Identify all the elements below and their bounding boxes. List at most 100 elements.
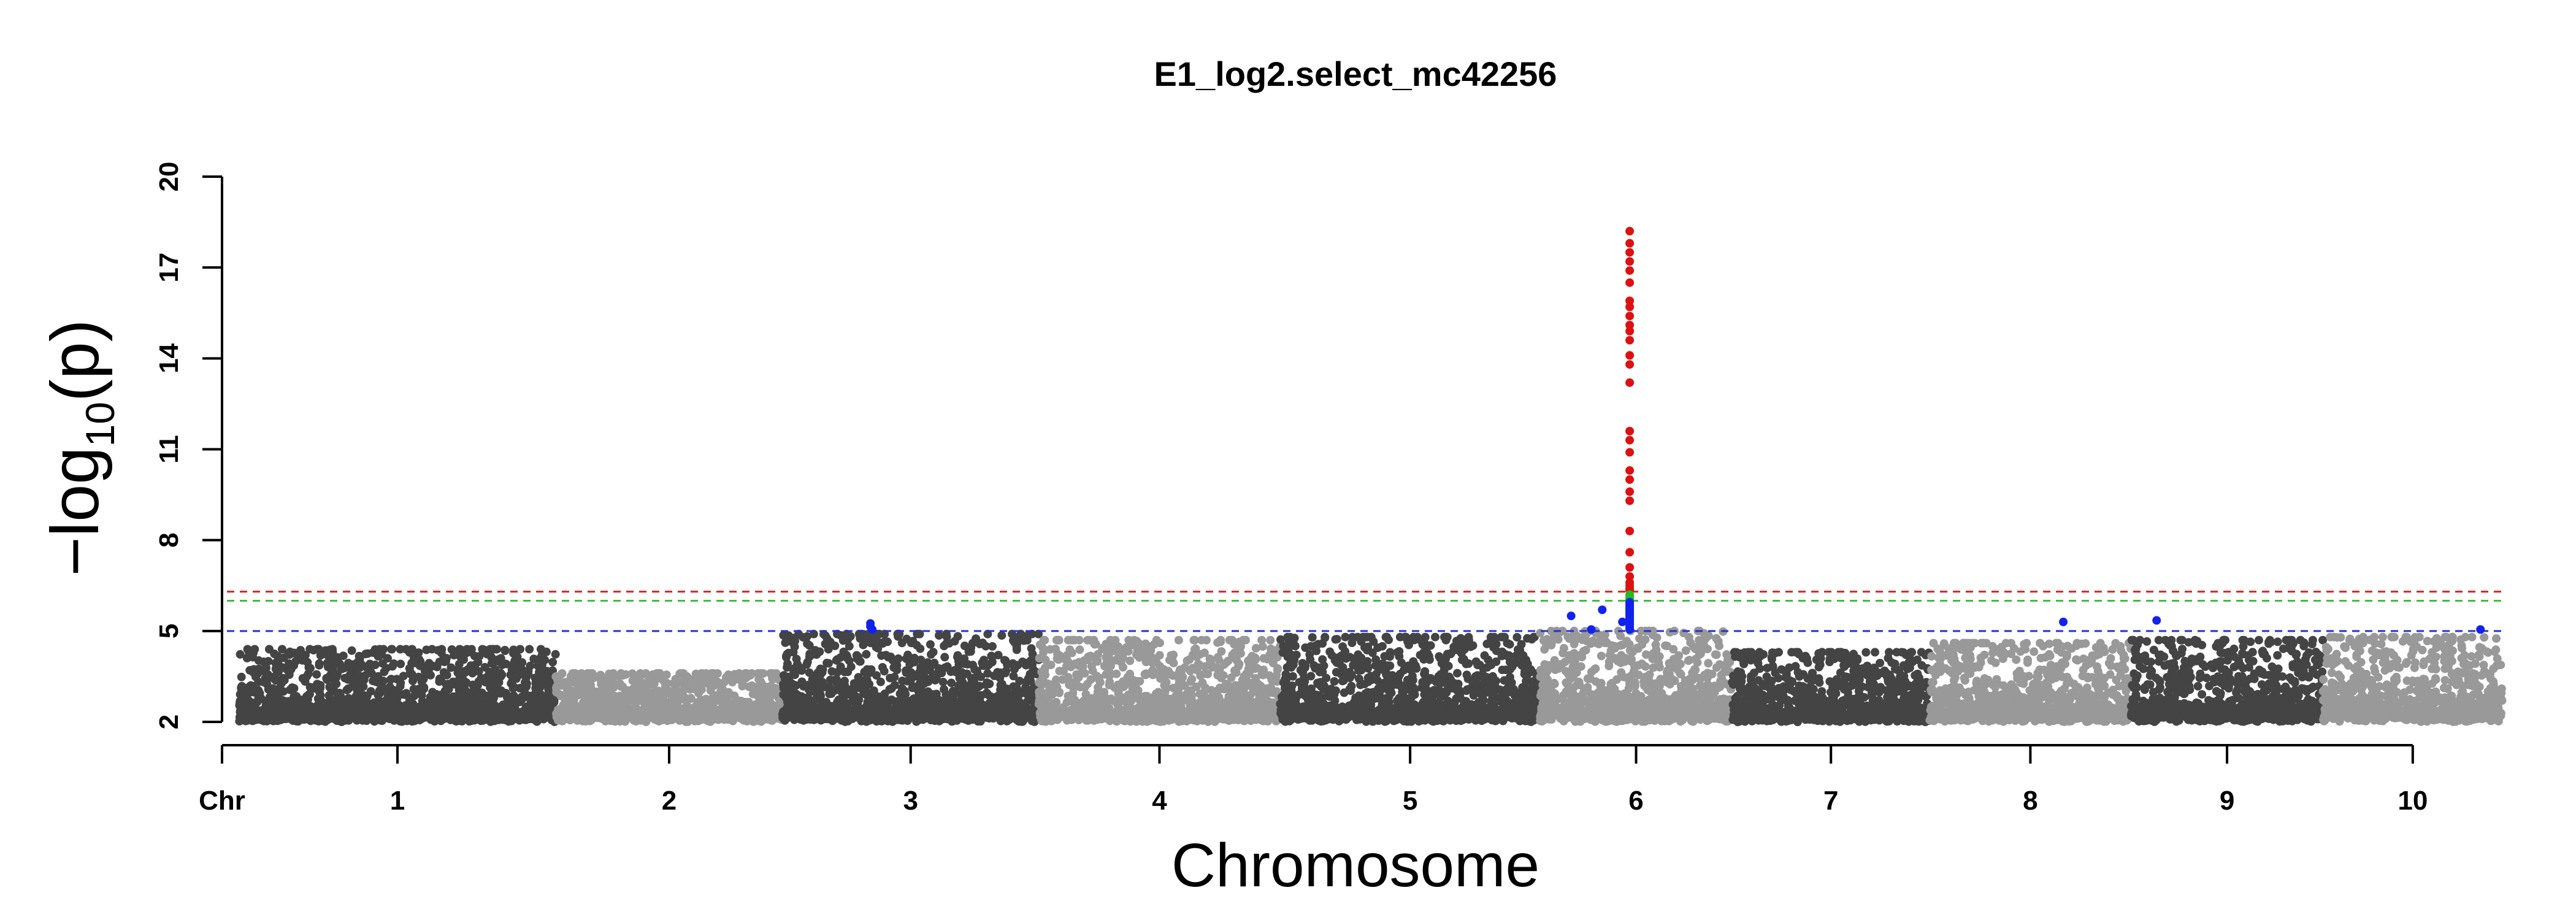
data-point [857, 716, 866, 726]
data-point [706, 686, 715, 695]
data-point [655, 669, 664, 678]
data-point [305, 690, 314, 699]
data-point [940, 696, 949, 705]
data-point [654, 715, 664, 724]
data-point [1027, 644, 1036, 653]
data-point [393, 675, 401, 684]
data-point [597, 680, 606, 689]
data-point [1174, 635, 1183, 645]
data-point [995, 690, 1004, 699]
data-point [601, 716, 610, 726]
data-point [738, 681, 747, 691]
x-axis: 1 2 3 4 5 6 7 8 9 10 Chr [199, 744, 2428, 816]
data-point [878, 663, 887, 672]
data-point [1217, 647, 1226, 656]
data-point [967, 673, 976, 683]
data-point [862, 650, 871, 659]
chart-title: E1_log2.select_mc42256 [1154, 55, 1557, 93]
data-point [386, 675, 395, 684]
data-point [607, 670, 616, 679]
data-point [359, 691, 368, 700]
data-point [415, 661, 424, 670]
data-point [814, 691, 823, 700]
data-point [305, 683, 315, 692]
data-point [447, 708, 456, 717]
data-point [1028, 660, 1037, 669]
data-point [848, 691, 857, 700]
data-point [966, 689, 975, 698]
data-point [659, 702, 669, 711]
data-point [532, 678, 542, 686]
data-point [236, 650, 245, 659]
data-point [551, 650, 560, 659]
data-point [683, 717, 692, 726]
y-tick-label: 17 [154, 253, 184, 283]
data-point [769, 675, 778, 684]
data-point [415, 713, 424, 723]
data-point [1214, 655, 1224, 664]
data-point [473, 708, 482, 717]
data-point [529, 710, 538, 719]
data-point [496, 654, 505, 663]
data-point [561, 690, 570, 699]
data-point [456, 709, 465, 718]
data-point [324, 646, 333, 655]
data-point [916, 702, 925, 711]
data-point [926, 640, 935, 649]
data-point [563, 679, 572, 688]
data-point [792, 654, 801, 664]
data-point [768, 700, 777, 710]
data-point [293, 710, 302, 719]
data-point [618, 671, 627, 680]
data-point [940, 706, 949, 715]
data-point [960, 659, 969, 668]
chromosome-2-points [551, 669, 787, 726]
data-point [516, 645, 524, 654]
data-point [615, 691, 624, 700]
chromosome-1-points [235, 645, 560, 726]
data-point [399, 715, 407, 723]
data-point [313, 680, 322, 689]
data-point [754, 713, 763, 722]
data-point [291, 657, 301, 666]
data-point [247, 681, 255, 690]
data-point [942, 632, 951, 642]
data-point [586, 680, 595, 689]
data-point [408, 677, 417, 686]
data-point [542, 667, 551, 676]
data-point [883, 699, 892, 708]
data-point [278, 676, 288, 685]
data-point [373, 697, 382, 707]
data-point [659, 677, 669, 686]
data-point [470, 660, 480, 669]
data-point [350, 662, 359, 671]
data-point [783, 650, 792, 659]
data-point [575, 711, 584, 720]
data-point [520, 709, 529, 718]
data-point [249, 648, 258, 657]
data-point [818, 668, 827, 677]
data-point [521, 673, 531, 682]
data-point [867, 665, 876, 674]
data-point [636, 685, 645, 694]
data-point [938, 678, 948, 686]
chromosome-4-points [1034, 635, 1285, 726]
data-point [504, 696, 513, 705]
data-point [964, 710, 973, 719]
y-tick-label: 8 [154, 532, 184, 547]
data-point [347, 646, 356, 655]
data-point [1000, 713, 1009, 722]
data-point [843, 699, 853, 708]
data-point [1246, 654, 1255, 663]
data-point [1022, 708, 1032, 716]
data-point [840, 677, 849, 686]
data-point [457, 645, 466, 654]
x-tick-label: 1 [390, 786, 405, 816]
data-point [892, 665, 902, 675]
data-point [1202, 635, 1211, 645]
data-point [272, 715, 282, 724]
data-point [566, 672, 575, 681]
data-point [954, 708, 962, 717]
data-point [833, 697, 842, 707]
data-point [402, 645, 410, 654]
